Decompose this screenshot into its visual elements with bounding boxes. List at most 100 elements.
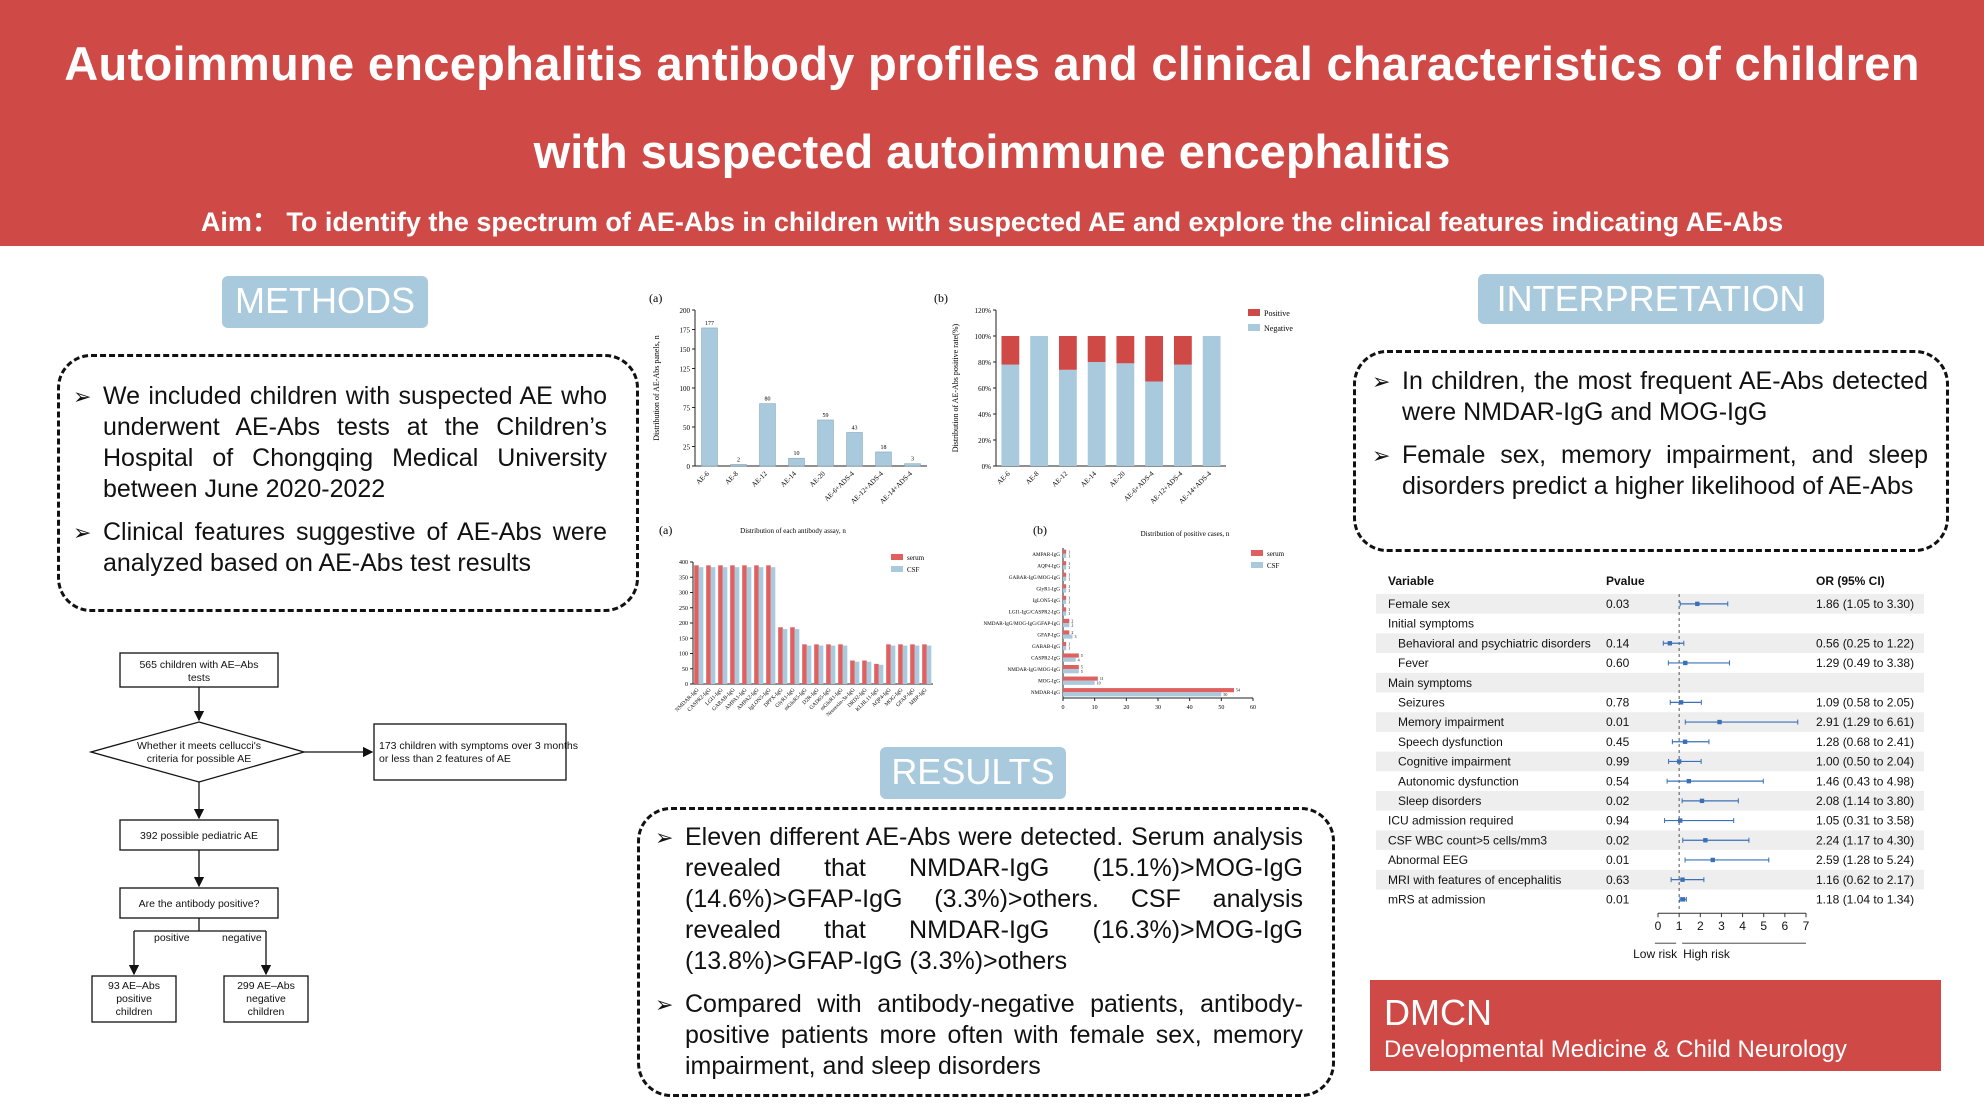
bar <box>875 451 892 467</box>
methods-box <box>57 354 639 612</box>
methods-bullets: We included children with suspected AE w… <box>73 381 607 591</box>
chart-panels-positive-rate: (b) Distribution of AE-Abs positive rate(… <box>934 291 1293 505</box>
y-tick-label: 100 <box>680 385 691 393</box>
or-point <box>1682 739 1688 744</box>
flow-antibody-text: Are the antibody positive? <box>139 898 260 910</box>
bar-serum <box>754 565 759 684</box>
y-tick-label: 50 <box>682 667 688 673</box>
bar-serum <box>694 565 699 684</box>
forest-row-variable: Abnormal EEG <box>1388 853 1468 867</box>
forest-row-shade <box>1376 672 1924 693</box>
y-tick-label: 200 <box>679 621 688 627</box>
legend-swatch <box>891 566 903 572</box>
interpretation-bullet: Female sex, memory impairment, and sleep… <box>1372 440 1928 502</box>
flow-negative-line2: negative <box>246 993 286 1005</box>
bar-value-label: 1 <box>1068 646 1070 651</box>
flow-negative-line3: children <box>248 1006 285 1018</box>
bar-negative <box>1087 362 1106 466</box>
forest-row-variable: Cognitive impairment <box>1398 755 1511 769</box>
results-bullet: Eleven different AE-Abs were detected. S… <box>655 822 1303 977</box>
forest-row-variable: Female sex <box>1388 597 1450 611</box>
bar-negative <box>1030 336 1049 466</box>
bar-csf <box>1063 588 1067 593</box>
bar-csf <box>1063 599 1067 605</box>
flow-positive-line3: children <box>116 1006 153 1018</box>
forest-row-pvalue: 0.02 <box>1606 833 1630 847</box>
label-high-risk: High risk <box>1683 947 1731 961</box>
forest-row-or-ci: 1.05 (0.31 to 3.58) <box>1816 814 1914 828</box>
bar-serum <box>706 565 711 684</box>
bar-csf <box>794 629 800 684</box>
bar-value-label: 3 <box>911 457 914 463</box>
aim-statement: Aim： To identify the spectrum of AE-Abs … <box>200 207 1784 237</box>
y-tick-label: 20% <box>978 437 991 445</box>
bar-value-label: 177 <box>705 321 714 327</box>
forest-row-shade <box>1376 633 1924 654</box>
bar-negative <box>1202 336 1221 466</box>
bar-serum <box>838 644 843 684</box>
y-axis-label: Distribution of AE-Abs panels, n <box>652 335 661 441</box>
bar-value-label: 1 <box>1068 642 1070 647</box>
bar-value-label: 1 <box>1068 565 1070 570</box>
bar-value-label: 1 <box>1068 584 1070 589</box>
forest-row-variable: Main symptoms <box>1388 676 1472 690</box>
flow-diamond-criteria <box>88 721 307 783</box>
bar-csf <box>746 567 752 684</box>
forest-row-pvalue: 0.01 <box>1606 715 1630 729</box>
forest-row-or-ci: 1.29 (0.49 to 3.38) <box>1816 656 1914 670</box>
or-point <box>1683 660 1688 666</box>
title-line-2: with suspected autoimmune encephalitis <box>533 125 1451 178</box>
y-tick-label: 40% <box>978 411 991 419</box>
bar-serum <box>1063 618 1070 623</box>
bar-serum <box>766 565 771 684</box>
bar-value-label: 5 <box>1081 665 1083 670</box>
bar-csf <box>698 567 704 684</box>
flow-excluded-line1: 173 children with symptoms over 3 months <box>379 740 578 752</box>
bar-value-label: 59 <box>823 413 829 419</box>
forest-row-or-ci: 1.09 (0.58 to 2.05) <box>1816 696 1914 710</box>
or-point <box>1695 601 1700 607</box>
legend-swatch <box>891 554 903 560</box>
bar-csf <box>758 567 764 684</box>
or-point <box>1678 700 1684 705</box>
results-box <box>637 807 1335 1097</box>
bar-csf <box>806 645 812 684</box>
legend-swatch <box>1248 324 1260 331</box>
y-tick-label: CASPR2-IgG <box>1031 656 1060 662</box>
bar <box>730 464 747 467</box>
or-point <box>1699 798 1705 804</box>
bar-value-label: 10 <box>794 451 800 457</box>
legend-swatch <box>1248 309 1260 316</box>
bar-value-label: 1 <box>1068 553 1070 558</box>
forest-row-pvalue: 0.54 <box>1606 774 1630 788</box>
y-tick-label: 400 <box>679 560 688 566</box>
bar <box>788 457 805 467</box>
x-tick-label: AE-12 <box>1050 469 1069 488</box>
forest-row-variable: Behavioral and psychiatric disorders <box>1398 636 1591 650</box>
legend-label: Positive <box>1264 309 1290 318</box>
y-tick-label: IgLON5-IgG <box>1033 598 1061 604</box>
x-tick-label: AE-20 <box>1108 469 1127 488</box>
forest-row-pvalue: 0.14 <box>1606 636 1630 650</box>
bar-csf <box>842 645 848 684</box>
y-axis-label: Distribution of AE-Abs positive rate(%) <box>951 323 960 452</box>
flow-positive-line1: 93 AE–Abs <box>108 980 160 992</box>
y-tick-label: 350 <box>679 575 688 581</box>
bar-csf <box>782 629 788 684</box>
x-tick-label: 50 <box>1218 705 1224 711</box>
y-tick-label: NMDAR-IgG/MOG-IgG <box>1008 667 1061 673</box>
forest-row-or-ci: 2.91 (1.29 to 6.61) <box>1816 715 1914 729</box>
x-tick-label: 20 <box>1123 705 1129 711</box>
bar <box>846 432 863 467</box>
forest-row-shade <box>1376 594 1924 614</box>
forest-row-shade <box>1376 712 1924 732</box>
y-tick-label: 150 <box>679 636 688 642</box>
panel-letter: (b) <box>1033 523 1047 537</box>
title-line-1: Autoimmune encephalitis antibody profile… <box>64 37 1920 90</box>
bar-csf <box>1063 669 1079 674</box>
bar-value-label: 5 <box>1081 669 1083 674</box>
bar-csf <box>770 567 776 684</box>
chart-antibody-assay: (a) Distribution of each antibody assay, … <box>659 523 933 718</box>
y-tick-label: MOG-IgG <box>1038 679 1060 685</box>
bar <box>817 419 834 467</box>
